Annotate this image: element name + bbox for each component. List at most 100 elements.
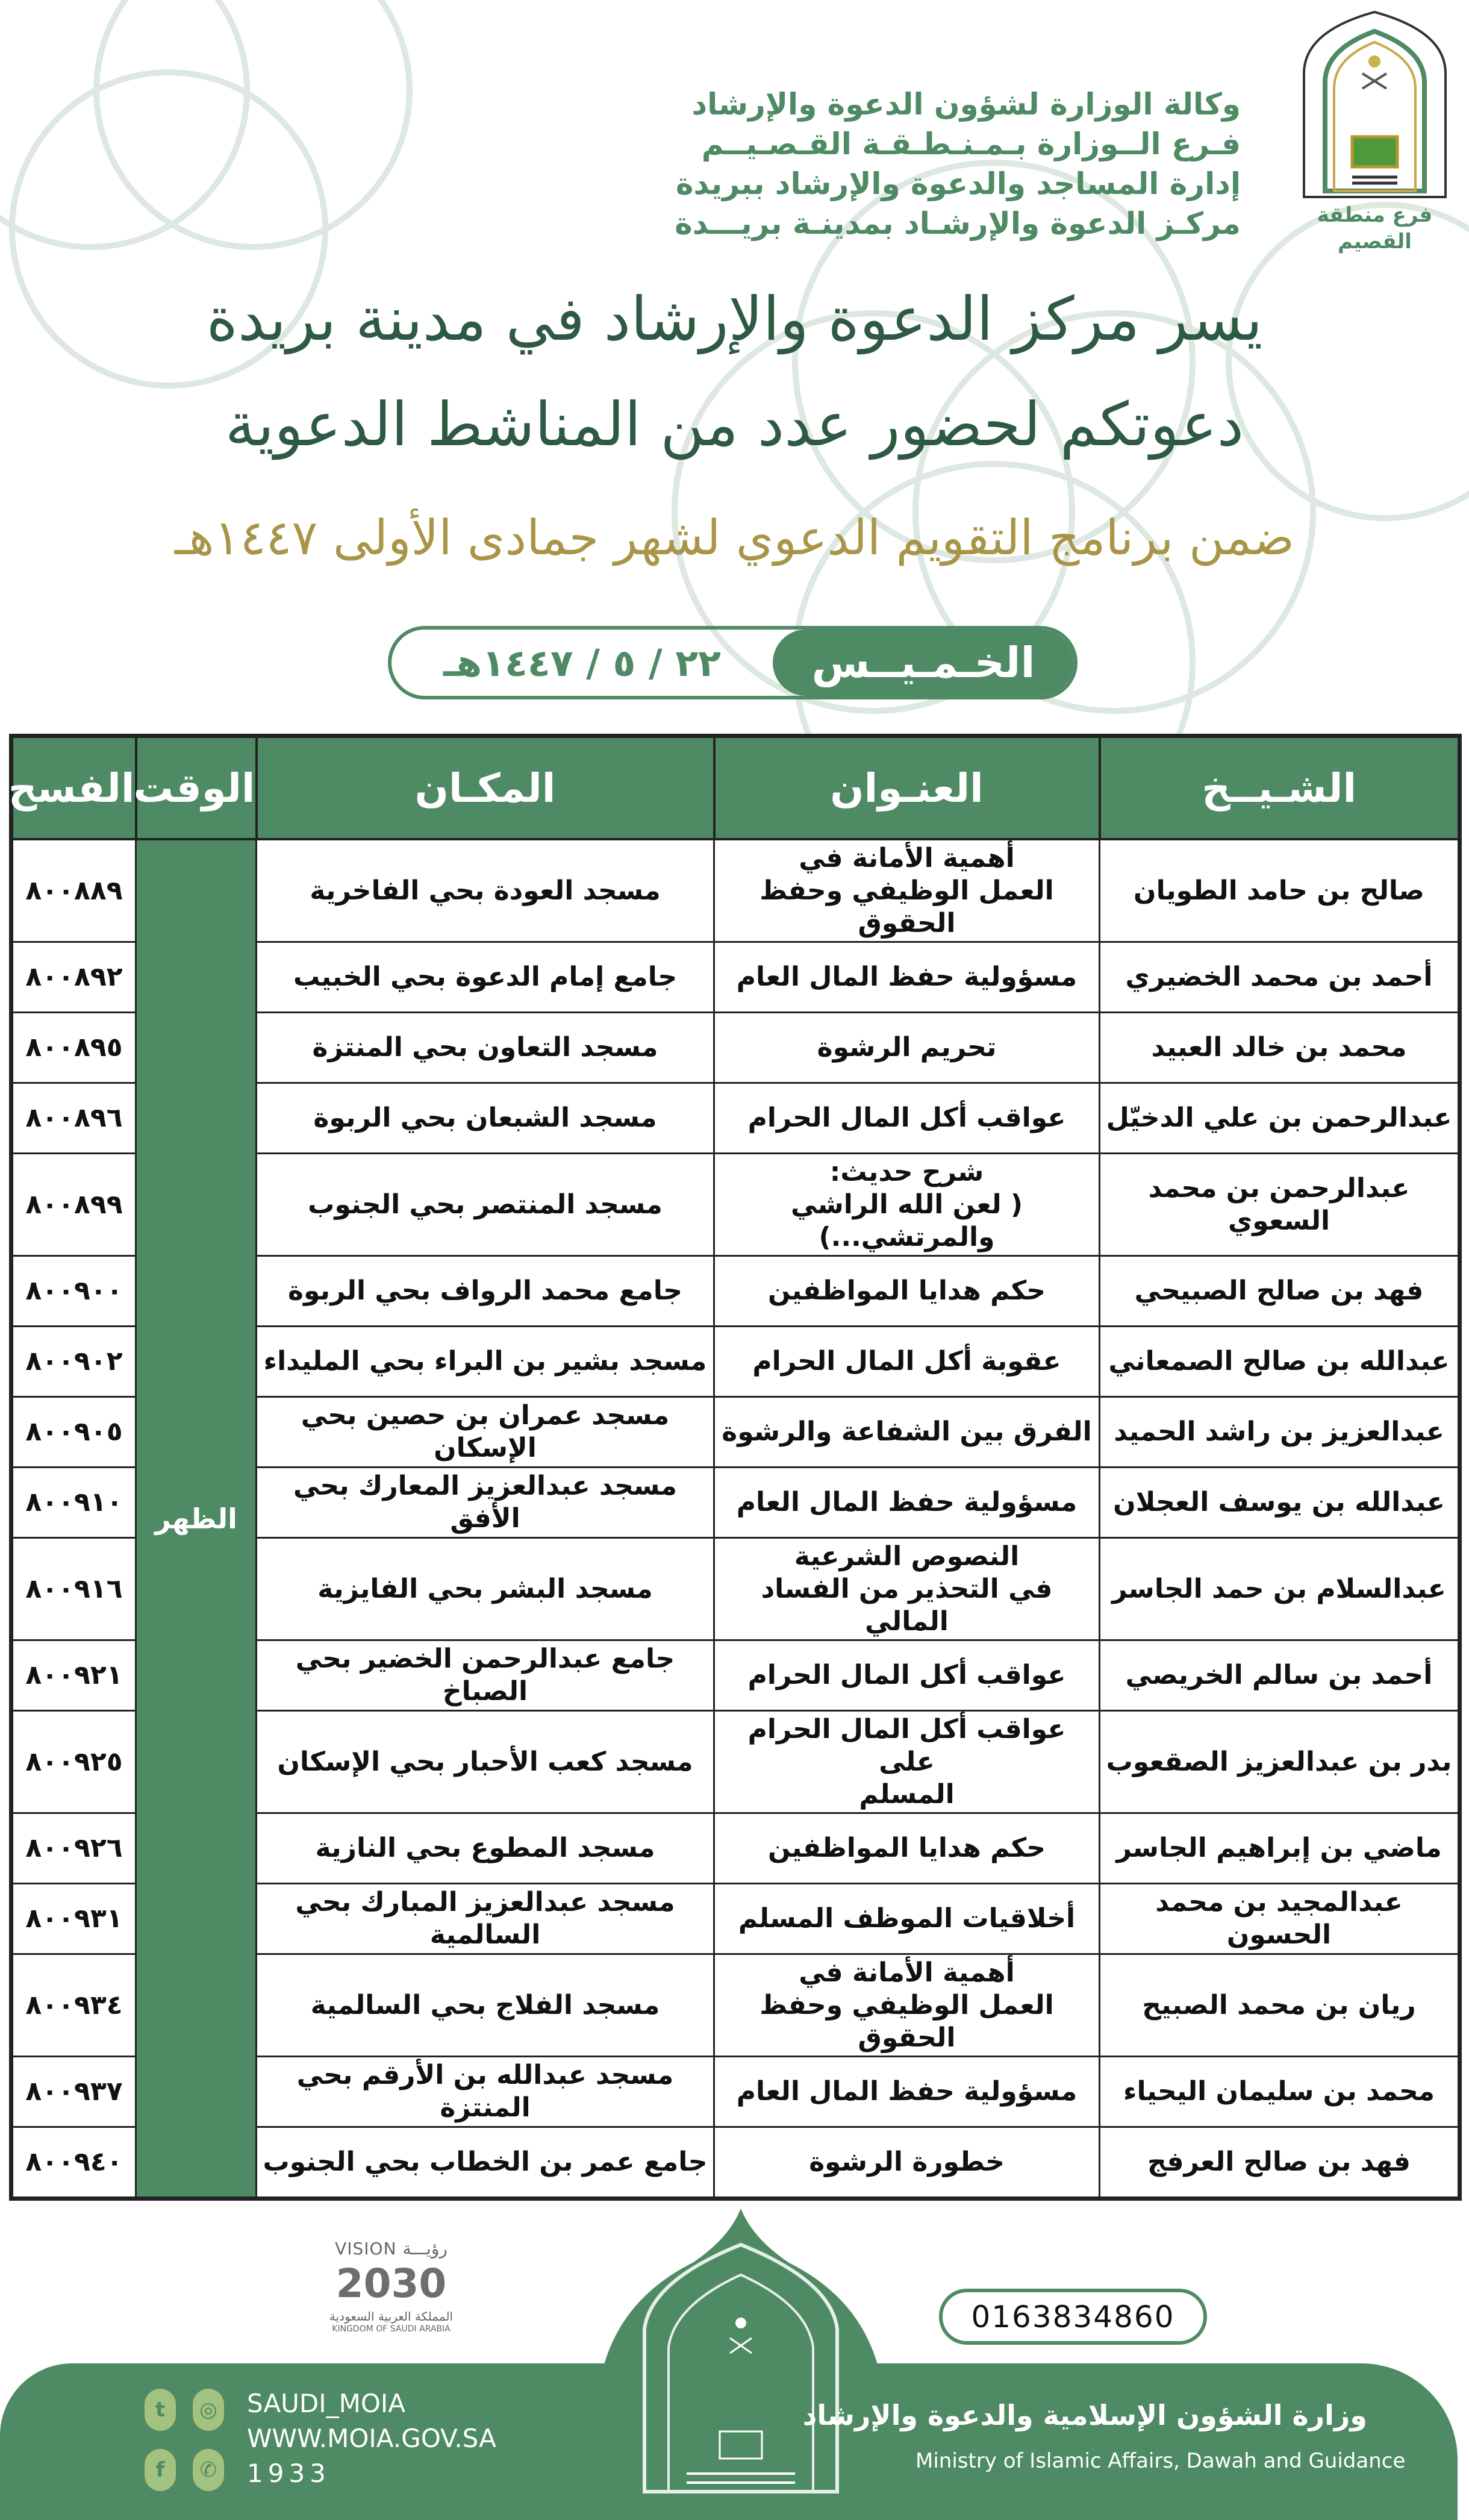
cell-sheikh: صالح بن حامد الطويان [1099,838,1461,943]
cell-title: مسؤولية حفظ المال العام [713,1466,1100,1539]
cell-title: عواقب أكل المال الحرام [713,1639,1100,1712]
table-row: ريان بن محمد الصبيح أهمية الأمانة في العم… [10,1953,1461,2057]
vision-label-ar: رؤيـــة [402,2239,448,2259]
table-row: فهد بن صالح الصبيحي حكم هدايا المواظفين جا… [10,1255,1461,1327]
table-row: عبدالله بن صالح الصمعاني عقوبة أكل المال … [10,1325,1461,1398]
table-row: ماضي بن إبراهيم الجاسر حكم هدايا المواظفي… [10,1812,1461,1884]
table-row: أحمد بن محمد الخضيري مسؤولية حفظ المال ال… [10,941,1461,1013]
facebook-icon[interactable]: f [145,2449,176,2491]
cell-place: مسجد الشبعان بحي الربوة [255,1082,715,1154]
cell-place: جامع محمد الرواف بحي الربوة [255,1255,715,1327]
cell-place: مسجد التعاون بحي المنتزة [255,1011,715,1084]
twitter-icon[interactable]: t [145,2389,176,2431]
header-line: إدارة المساجد والدعوة والإرشاد ببريدة [675,166,1241,201]
ministry-logo [1303,10,1447,198]
header-place: المكـان [255,734,716,840]
phone-icon[interactable]: ✆ [193,2449,224,2491]
table-row: محمد بن خالد العبيد تحريم الرشوة مسجد التع… [10,1011,1461,1084]
cell-permit: ٨٠٠٩١٠ [10,1466,137,1539]
cell-place: مسجد عبدالعزيز المبارك بحي السالمية [255,1883,715,1955]
cell-title: عواقب أكل المال الحرام [713,1082,1100,1154]
cell-place: مسجد العودة بحي الفاخرية [255,838,715,943]
cell-permit: ٨٠٠٨٩٦ [10,1082,137,1154]
organization-header: وكالة الوزارة لشؤون الدعوة والإرشاد فـرع… [675,84,1241,243]
ministry-emblem-arch [602,2209,879,2506]
cell-permit: ٨٠٠٩٣٤ [10,1953,137,2057]
kingdom-ar: المملكة العربية السعودية [329,2309,454,2324]
table-row: محمد بن سليمان اليحياء مسؤولية حفظ المال … [10,2056,1461,2128]
cell-title: أخلاقيات الموظف المسلم [713,1883,1100,1955]
cell-sheikh: عبدالرحمن بن علي الدخيّل [1099,1082,1461,1154]
website-link[interactable]: WWW.MOIA.GOV.SA [247,2424,496,2453]
cell-place: مسجد عبدالله بن الأرقم بحي المنتزة [255,2056,715,2128]
header-time: الوقت [134,734,258,840]
logo-caption: فرع منطقة القصيم [1317,203,1433,254]
kingdom-en: KINGDOM OF SAUDI ARABIA [332,2324,451,2334]
ministry-name-ar: وزارة الشؤون الإسلامية والدعوة والإرشاد [802,2399,1367,2431]
cell-place: جامع إمام الدعوة بحي الخبيب [255,941,715,1013]
table-row: صالح بن حامد الطويان أهمية الأمانة في الع… [10,838,1461,2200]
cell-sheikh: عبدالرحمن بن محمد السعوي [1099,1152,1461,1257]
cell-permit: ٨٠٠٨٩٩ [10,1152,137,1257]
table-row: فهد بن صالح العرفج خطورة الرشوة جامع عمر ب… [10,2126,1461,2200]
table-row: عبدالعزيز بن راشد الحميد الفرق بين الشفاع… [10,1396,1461,1468]
header-permit: الفسح [8,734,137,840]
cell-sheikh: فهد بن صالح العرفج [1099,2126,1461,2200]
cell-place: مسجد كعب الأحبار بحي الإسكان [255,1710,715,1814]
hijri-date: ٢٢ / ٥ / ١٤٤٧هـ [443,640,721,685]
cell-permit: ٨٠٠٩٣٧ [10,2056,137,2128]
cell-title: خطورة الرشوة [713,2126,1100,2200]
background-pattern [0,0,1469,783]
cell-sheikh: عبدالسلام بن حمد الجاسر [1099,1537,1461,1641]
table-row: بدر بن عبدالعزيز الصقعوب عواقب أكل المال … [10,1710,1461,1814]
cell-place: مسجد الفلاج بحي السالمية [255,1953,715,2057]
vision-2030-logo: VISION رؤيـــة 2030 المملكة العربية السع… [299,2238,483,2334]
cell-time: الظهر [135,838,257,2200]
header-line: وكالة الوزارة لشؤون الدعوة والإرشاد [691,87,1241,122]
invitation-line-1: يسر مركز الدعوة والإرشاد في مدينة بريدة [206,284,1263,354]
cell-permit: ٨٠٠٩٢٦ [10,1812,137,1884]
date-pill: الخـمـيــس ٢٢ / ٥ / ١٤٤٧هـ [388,626,1078,699]
cell-permit: ٨٠٠٨٩٢ [10,941,137,1013]
table-row: عبدالرحمن بن علي الدخيّل عواقب أكل المال … [10,1082,1461,1154]
cell-sheikh: بدر بن عبدالعزيز الصقعوب [1099,1710,1461,1814]
table-row: عبدالمجيد بن محمد الحسون أخلاقيات الموظف … [10,1883,1461,1955]
cell-place: مسجد المنتصر بحي الجنوب [255,1152,715,1257]
schedule-table: الشـيــخ العنـوان المكـان الوقت الفسح صا… [8,734,1462,2201]
cell-place: مسجد المطوع بحي النازية [255,1812,715,1884]
cell-sheikh: فهد بن صالح الصبيحي [1099,1255,1461,1327]
cell-title: مسؤولية حفظ المال العام [713,941,1100,1013]
cell-title: شرح حديث: ( لعن الله الراشي والمرتشي...) [713,1152,1100,1257]
phone-number: 0163834860 [939,2289,1207,2345]
cell-sheikh: عبدالله بن صالح الصمعاني [1099,1325,1461,1398]
table-row: عبدالله بن يوسف العجلان مسؤولية حفظ المال… [10,1466,1461,1539]
ministry-name-en: Ministry of Islamic Affairs, Dawah and G… [915,2449,1406,2473]
instagram-icon[interactable]: ◎ [193,2389,224,2431]
cell-sheikh: ريان بن محمد الصبيح [1099,1953,1461,2057]
header-line: فـرع الــوزارة بـمـنـطـقـة القـصـيــم [701,127,1241,161]
cell-title: مسؤولية حفظ المال العام [713,2056,1100,2128]
cell-title: الفرق بين الشفاعة والرشوة [713,1396,1100,1468]
cell-permit: ٨٠٠٩١٦ [10,1537,137,1641]
cell-permit: ٨٠٠٨٩٥ [10,1011,137,1084]
cell-place: جامع عبدالرحمن الخضير بحي الصباخ [255,1639,715,1712]
hotline: 1933 [247,2459,331,2488]
cell-place: مسجد البشر بحي الفايزية [255,1537,715,1641]
cell-sheikh: محمد بن خالد العبيد [1099,1011,1461,1084]
cell-place: مسجد عبدالعزيز المعارك بحي الأفق [255,1466,715,1539]
invitation-line-2: دعوتكم لحضور عدد من المناشط الدعوية [225,389,1244,460]
cell-place: مسجد بشير بن البراء بحي المليداء [255,1325,715,1398]
table-row: عبدالسلام بن حمد الجاسر النصوص الشرعية في… [10,1537,1461,1641]
cell-title: حكم هدايا المواظفين [713,1812,1100,1884]
cell-permit: ٨٠٠٨٨٩ [10,838,137,943]
vision-year: 2030 [335,2260,447,2307]
table-row: عبدالرحمن بن محمد السعوي شرح حديث: ( لعن … [10,1152,1461,1257]
table-row: أحمد بن سالم الخريصي عواقب أكل المال الحر… [10,1639,1461,1712]
cell-permit: ٨٠٠٩٠٢ [10,1325,137,1398]
social-handle[interactable]: SAUDI_MOIA [247,2389,406,2418]
cell-title: عقوبة أكل المال الحرام [713,1325,1100,1398]
cell-sheikh: أحمد بن محمد الخضيري [1099,941,1461,1013]
header-title: العنـوان [713,734,1101,840]
cell-permit: ٨٠٠٩٠٠ [10,1255,137,1327]
day-label: الخـمـيــس [773,630,1074,696]
